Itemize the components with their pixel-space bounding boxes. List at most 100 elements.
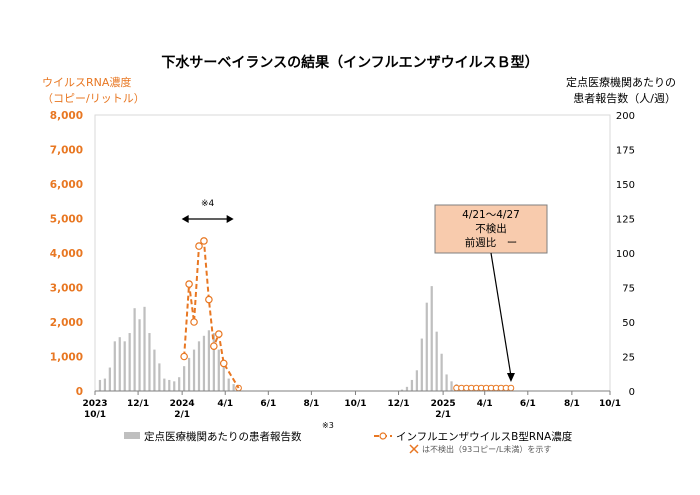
- x-tick-label: 4/1: [217, 399, 233, 409]
- right-tick-label: 50: [622, 318, 635, 329]
- rna-line: [183, 238, 240, 389]
- bar: [197, 341, 201, 391]
- bar: [400, 389, 404, 391]
- bar: [168, 379, 171, 391]
- bar: [405, 386, 409, 391]
- left-tick-label: 2,000: [50, 317, 83, 329]
- x-tick-label-sub: 2/1: [435, 410, 451, 420]
- callout-box: 4/21～4/27 不検出 前週比 ー: [434, 204, 548, 254]
- footnote-mark: ※3: [322, 421, 334, 430]
- left-tick-label: 8,000: [50, 110, 83, 122]
- right-tick-label: 25: [622, 353, 635, 364]
- rna-point: [185, 280, 193, 288]
- callout-arrow: [490, 252, 512, 377]
- bar: [118, 337, 121, 391]
- legend-bar-label: 定点医療機関あたりの患者報告数: [144, 430, 302, 443]
- left-axis-label-line1: ウイルスRNA濃度: [42, 75, 131, 89]
- x-tick-label: 2024: [170, 399, 195, 409]
- rna-point: [195, 242, 203, 250]
- bar: [187, 357, 191, 391]
- left-tick-label: 6,000: [50, 179, 83, 191]
- bar: [108, 367, 111, 391]
- x-tick-label: 12/1: [388, 399, 410, 409]
- left-tick-label: 4,000: [50, 248, 83, 260]
- rna-point: [180, 352, 188, 361]
- bar: [217, 349, 220, 391]
- right-tick-label: 175: [616, 146, 635, 157]
- right-tick-label: 200: [616, 111, 635, 122]
- not-detected-markers: [235, 384, 515, 392]
- x-tick-label-sub: 10/1: [84, 410, 106, 420]
- legend-not-detected-icon: [409, 444, 419, 454]
- left-axis-ticks: 0 1,000 2,000 3,000 4,000 5,000 6,000 7,000 8,00…: [50, 110, 83, 398]
- right-axis-ticks: 0 25 50 75 100 125 150 175 200: [616, 111, 635, 398]
- x-tick-label: 10/1: [599, 399, 621, 409]
- period-bracket-label: ※4: [201, 199, 215, 209]
- x-tick-label: 2025: [431, 399, 456, 409]
- rna-point: [200, 237, 208, 245]
- legend-bar-swatch: [124, 432, 140, 439]
- bar: [202, 335, 206, 391]
- left-tick-label: 1,000: [50, 352, 83, 364]
- left-axis-label-line2: （コピー/リットル）: [42, 92, 145, 105]
- bar: [415, 370, 418, 391]
- callout-line-3: 前週比 ー: [465, 236, 518, 249]
- bar: [410, 379, 414, 391]
- bar: [450, 381, 453, 391]
- bracket-arrow-right: [226, 215, 234, 223]
- bar: [153, 349, 156, 391]
- bar: [103, 378, 107, 391]
- bar: [158, 363, 161, 391]
- right-tick-label: 125: [616, 215, 635, 226]
- legend-line-label: インフルエンザウイルスB型RNA濃度: [396, 430, 573, 443]
- right-tick-label: 75: [622, 284, 635, 295]
- x-tick-label: 10/1: [344, 399, 366, 409]
- bar: [178, 377, 181, 391]
- bar: [128, 333, 131, 391]
- bar: [183, 366, 186, 391]
- bar: [207, 330, 211, 391]
- right-tick-label: 0: [629, 387, 635, 398]
- bar: [227, 378, 230, 391]
- left-tick-label: 0: [76, 386, 83, 398]
- callout-arrowhead: [506, 373, 515, 382]
- rna-point: [210, 342, 218, 350]
- not-detected-marker: [507, 384, 515, 392]
- x-tick-label: 12/1: [127, 399, 149, 409]
- x-tick-label: 4/1: [477, 399, 493, 409]
- legend-not-detected-label: は不検出（93コピー/L未満）を示す: [422, 444, 551, 454]
- x-tick-label-sub: 2/1: [174, 410, 190, 420]
- bracket-arrow-left: [181, 215, 189, 223]
- bar: [148, 333, 151, 391]
- bar: [113, 341, 116, 391]
- x-tick-label: 8/1: [564, 399, 580, 409]
- rna-point: [205, 295, 213, 304]
- bar: [425, 302, 428, 391]
- bar: [143, 306, 146, 391]
- bar: [440, 353, 443, 391]
- left-tick-label: 5,000: [50, 214, 83, 226]
- bar: [173, 381, 176, 391]
- x-tick-label: 6/1: [260, 399, 276, 409]
- right-tick-label: 100: [616, 249, 635, 260]
- x-tick-label: 2023: [82, 399, 107, 409]
- legend-line-marker: [379, 432, 387, 440]
- bar: [430, 286, 433, 391]
- x-tick-label: 8/1: [303, 399, 319, 409]
- chart-title: 下水サーベイランスの結果（インフルエンザウイルスＢ型）: [161, 54, 538, 71]
- rna-point: [219, 359, 228, 368]
- bar: [138, 319, 141, 391]
- line-series: [180, 237, 240, 389]
- bar: [163, 378, 166, 391]
- bar: [445, 374, 448, 391]
- bar: [133, 308, 136, 391]
- left-tick-label: 7,000: [50, 145, 83, 157]
- bar: [420, 338, 423, 391]
- right-axis-label-line1: 定点医療機関あたりの: [566, 75, 676, 89]
- left-tick-label: 3,000: [50, 283, 83, 295]
- callout-line-1: 4/21～4/27: [462, 209, 520, 221]
- rna-point: [190, 318, 198, 326]
